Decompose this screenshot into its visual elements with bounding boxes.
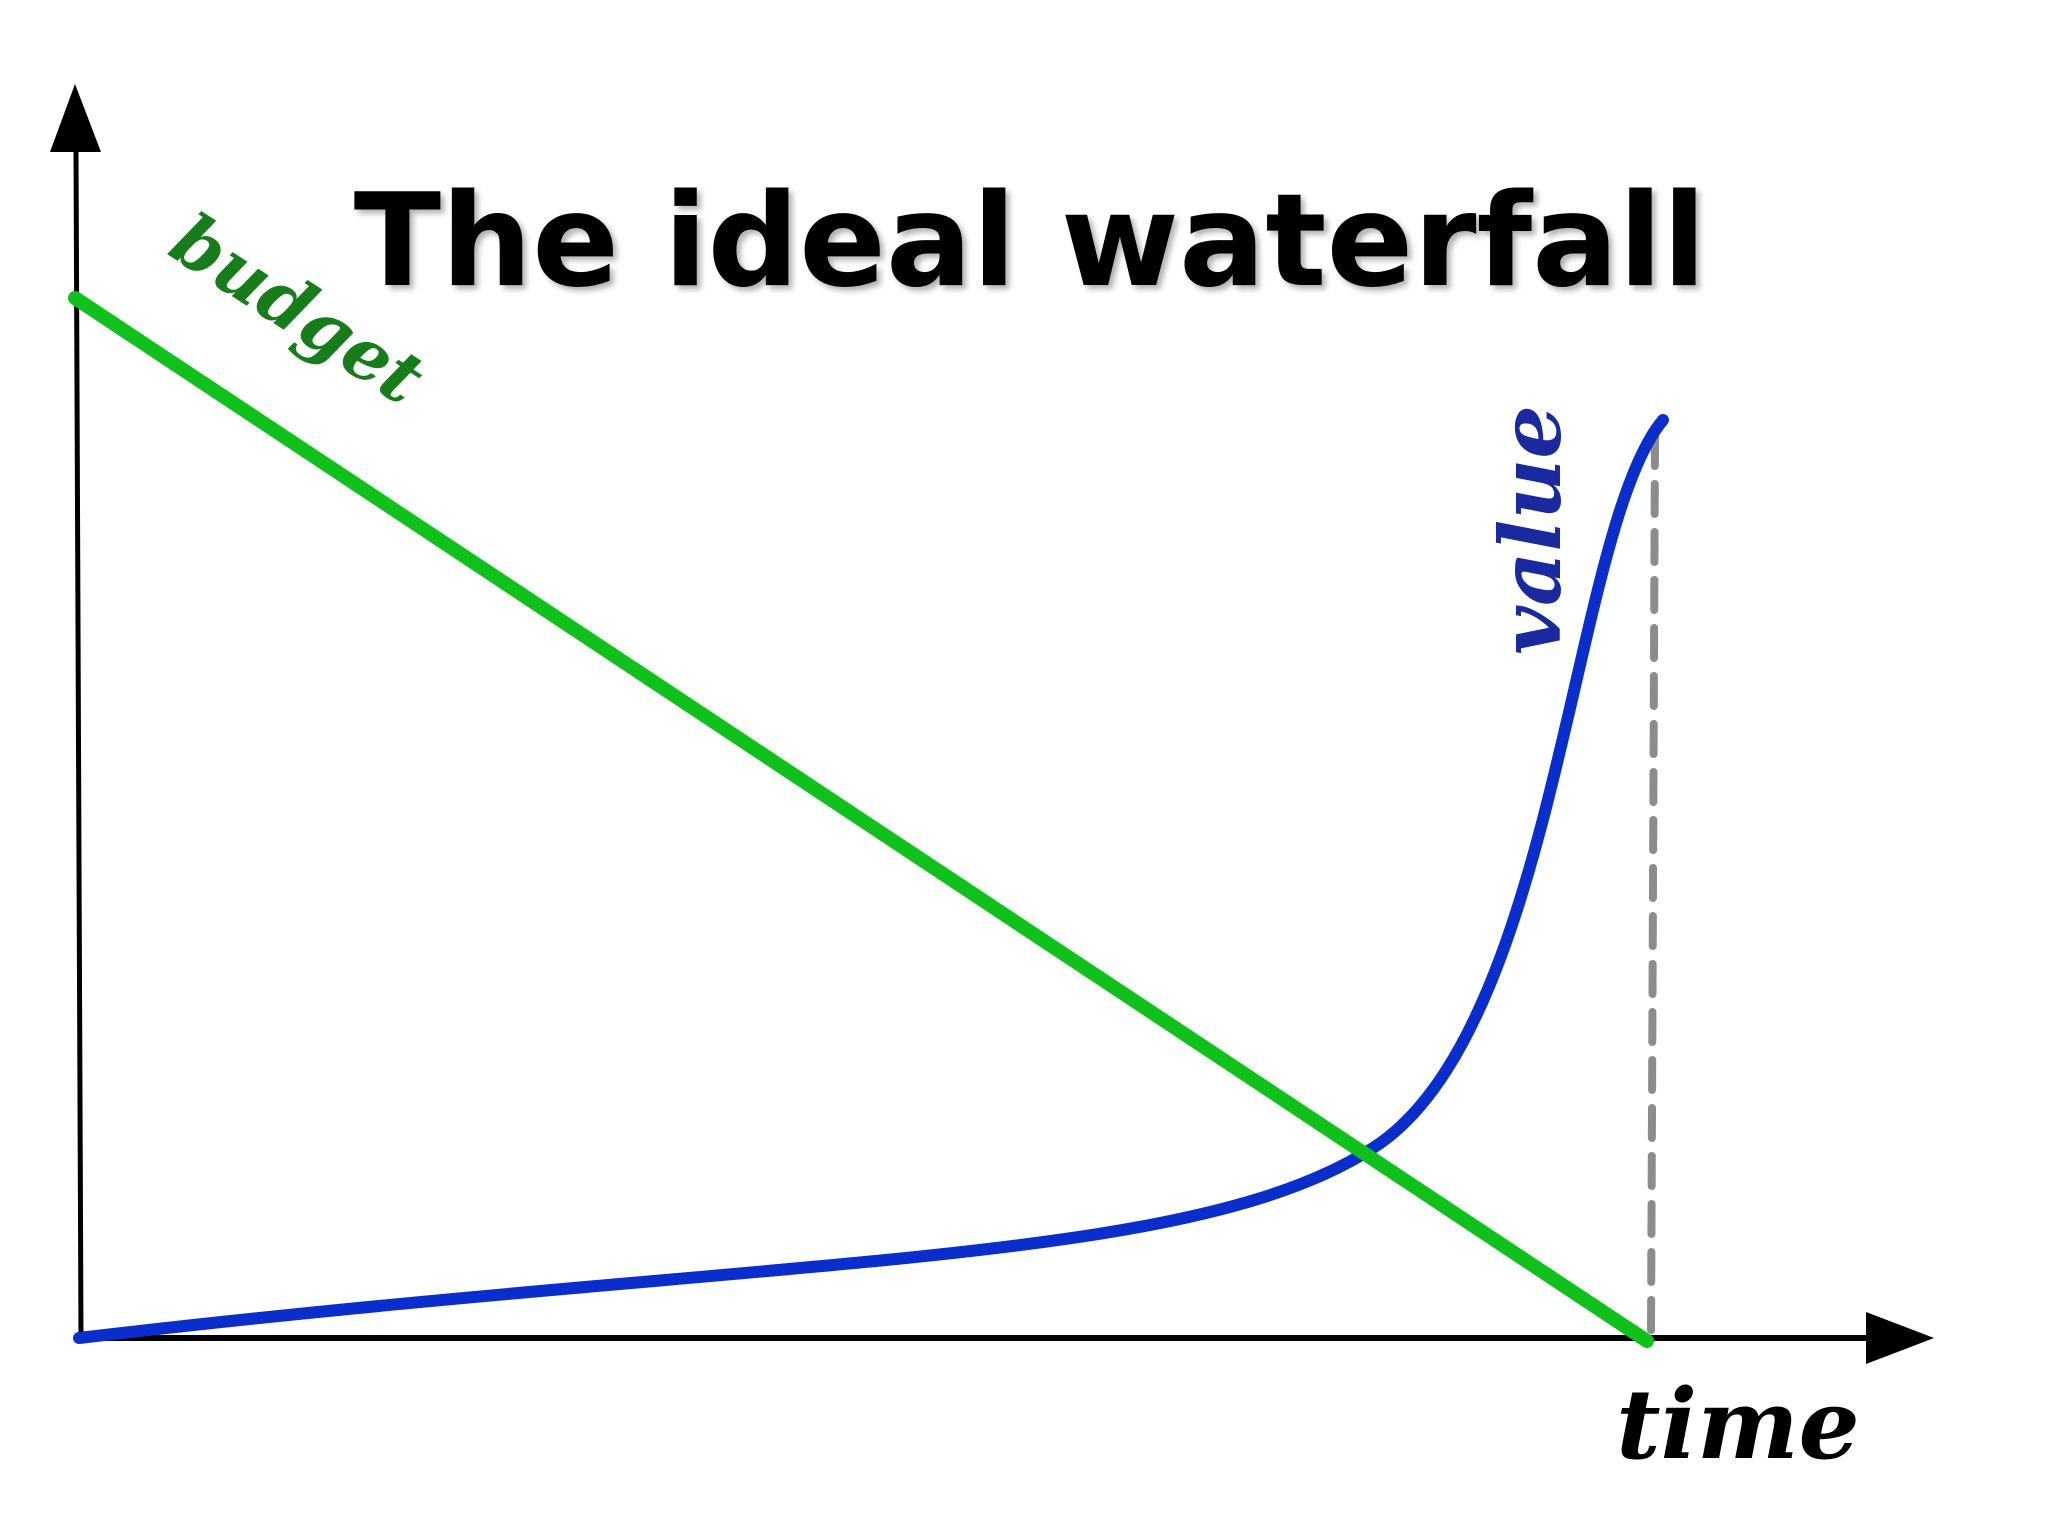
time-label: time <box>1616 1368 1859 1481</box>
value-curve <box>73 414 1669 1344</box>
budget-line <box>68 291 1654 1348</box>
x-axis-arrow <box>1866 1312 1934 1364</box>
value-label: value <box>1481 405 1580 655</box>
y-axis-arrow <box>50 84 101 152</box>
end-marker <box>1647 432 1659 1337</box>
y-axis <box>73 149 84 1339</box>
title: The ideal waterfall <box>354 167 1707 316</box>
